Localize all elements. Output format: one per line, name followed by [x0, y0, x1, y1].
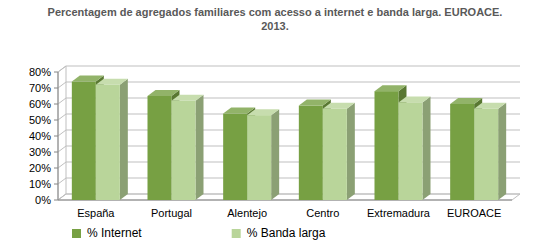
bars	[72, 76, 506, 200]
bar-top	[474, 103, 506, 109]
bar-side	[196, 95, 204, 200]
x-tick-label: España	[77, 207, 115, 219]
bar-top	[299, 100, 331, 106]
bar-front	[450, 104, 474, 200]
bar-front	[323, 109, 347, 200]
bar-front	[247, 115, 271, 200]
bar-side	[347, 103, 355, 200]
bar	[323, 103, 355, 200]
bar-front	[72, 82, 96, 200]
walls	[58, 66, 520, 200]
bar-side	[120, 79, 128, 200]
y-tick-label: 80%	[29, 66, 51, 78]
bar-front	[375, 91, 399, 200]
bar-front	[299, 106, 323, 200]
y-tick	[54, 152, 58, 153]
bar-top	[375, 85, 407, 91]
title-line: 2013.	[261, 20, 289, 32]
bar-top	[399, 96, 431, 102]
bar	[399, 96, 431, 200]
x-axis: España Portugal Alentejo Centro Extremadura E…	[77, 207, 501, 219]
bar	[96, 79, 128, 200]
y-tick-label: 20%	[29, 162, 51, 174]
y-tick-label: 0%	[35, 194, 51, 206]
x-tick-label: EUROACE	[447, 207, 501, 219]
x-tick-label: Portugal	[151, 207, 192, 219]
bar-top	[72, 76, 104, 82]
legend-label: % Internet	[87, 226, 142, 240]
bar-front	[399, 102, 423, 200]
y-tick	[54, 168, 58, 169]
bar-front	[223, 114, 247, 200]
bar-front	[96, 85, 120, 200]
legend: % Internet % Banda larga	[72, 226, 326, 240]
y-axis-line	[58, 72, 59, 200]
bar-side	[498, 103, 506, 200]
y-tick	[54, 200, 58, 201]
grid-line	[58, 66, 520, 72]
y-tick	[54, 120, 58, 121]
bar-top	[172, 95, 204, 101]
title-group: Percentagem de agregados familiares com …	[48, 6, 503, 32]
bar	[247, 109, 279, 200]
bar-top	[96, 79, 128, 85]
y-axis: 0% 10% 20% 30% 40% 50% 60% 70% 80%	[29, 66, 512, 206]
y-tick-label: 70%	[29, 82, 51, 94]
y-tick	[54, 88, 58, 89]
bar-top	[450, 98, 482, 104]
y-tick-label: 30%	[29, 146, 51, 158]
bar-top	[323, 103, 355, 109]
legend-swatch	[232, 229, 241, 238]
bar	[474, 103, 506, 200]
bar-front	[172, 101, 196, 200]
legend-swatch	[72, 229, 81, 238]
title: Percentagem de agregados familiares com …	[48, 6, 503, 32]
title-line: Percentagem de agregados familiares com …	[48, 6, 503, 18]
bar	[172, 95, 204, 200]
x-tick-label: Extremadura	[367, 207, 431, 219]
bar-top	[148, 90, 180, 96]
bar-top	[223, 108, 255, 114]
y-tick-label: 50%	[29, 114, 51, 126]
y-tick	[54, 136, 58, 137]
y-tick-label: 60%	[29, 98, 51, 110]
bar-front	[474, 109, 498, 200]
legend-label: % Banda larga	[247, 226, 326, 240]
bar-side	[271, 109, 279, 200]
y-tick	[54, 104, 58, 105]
grid	[58, 66, 520, 200]
y-tick-label: 40%	[29, 130, 51, 142]
bar-front	[148, 96, 172, 200]
x-tick-label: Alentejo	[227, 207, 267, 219]
legend-item: % Internet	[72, 226, 142, 240]
x-tick-label: Centro	[306, 207, 339, 219]
bar-side	[423, 96, 431, 200]
bar-top	[247, 109, 279, 115]
legend-item: % Banda larga	[232, 226, 326, 240]
x-axis-line	[58, 200, 512, 201]
chart: Percentagem de agregados familiares com …	[0, 0, 550, 248]
y-tick	[54, 72, 58, 73]
y-tick	[54, 184, 58, 185]
y-tick-label: 10%	[29, 178, 51, 190]
